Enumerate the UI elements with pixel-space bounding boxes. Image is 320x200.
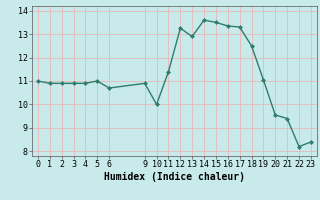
X-axis label: Humidex (Indice chaleur): Humidex (Indice chaleur)	[104, 172, 245, 182]
